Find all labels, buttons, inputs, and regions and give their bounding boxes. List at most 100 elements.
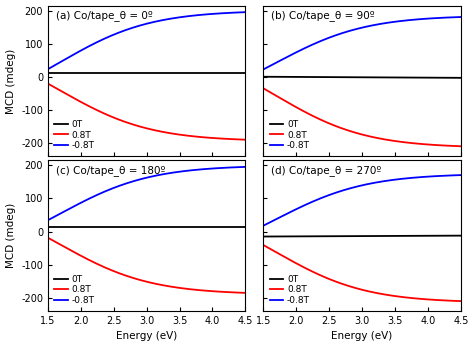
-0.8T (453, 173, 459, 177)
Line: 0.8T: 0.8T (48, 84, 245, 140)
-0.8T (242, 10, 248, 14)
0.8T (207, 136, 212, 140)
0T (139, 71, 145, 76)
-0.8T (139, 23, 145, 27)
0.8T (378, 292, 384, 296)
Y-axis label: MCD (mdeg): MCD (mdeg) (6, 203, 16, 268)
0.8T (139, 278, 145, 282)
0.8T (45, 236, 51, 240)
0.8T (453, 299, 459, 303)
0T (152, 71, 157, 76)
0.8T (378, 137, 384, 141)
-0.8T (354, 184, 360, 188)
0T (354, 234, 360, 238)
0.8T (140, 279, 146, 283)
0T (453, 76, 459, 80)
-0.8T (163, 17, 168, 22)
Line: 0.8T: 0.8T (264, 245, 461, 301)
0.8T (458, 144, 464, 148)
-0.8T (237, 10, 243, 15)
Legend: 0T, 0.8T, -0.8T: 0T, 0.8T, -0.8T (53, 118, 96, 152)
-0.8T (378, 180, 384, 184)
0T (261, 235, 266, 239)
Text: (c) Co/tape_θ = 180º: (c) Co/tape_θ = 180º (56, 165, 165, 176)
Y-axis label: MCD (mdeg): MCD (mdeg) (6, 48, 16, 113)
-0.8T (140, 23, 146, 27)
Legend: 0T, 0.8T, -0.8T: 0T, 0.8T, -0.8T (268, 273, 312, 306)
-0.8T (378, 22, 384, 26)
-0.8T (261, 223, 266, 228)
0T (422, 234, 428, 238)
0T (422, 76, 428, 80)
-0.8T (367, 24, 373, 28)
0T (242, 71, 248, 76)
-0.8T (139, 177, 145, 181)
-0.8T (45, 218, 51, 222)
0.8T (261, 243, 266, 247)
0.8T (139, 125, 145, 129)
0T (45, 225, 51, 229)
X-axis label: Energy (eV): Energy (eV) (331, 331, 393, 341)
-0.8T (458, 15, 464, 19)
0T (356, 75, 361, 79)
-0.8T (207, 12, 212, 16)
0.8T (354, 131, 360, 135)
X-axis label: Energy (eV): Energy (eV) (116, 331, 177, 341)
0T (367, 234, 373, 238)
0T (163, 225, 168, 229)
0.8T (152, 281, 157, 286)
Line: 0.8T: 0.8T (48, 238, 245, 293)
0T (45, 71, 51, 76)
0T (242, 225, 248, 229)
0.8T (453, 144, 459, 148)
-0.8T (207, 167, 212, 171)
0T (367, 75, 373, 79)
0.8T (242, 291, 248, 295)
-0.8T (422, 175, 428, 179)
0T (354, 75, 360, 79)
0T (237, 225, 243, 229)
0T (458, 234, 464, 238)
-0.8T (458, 173, 464, 177)
0.8T (237, 137, 243, 142)
0T (163, 71, 168, 76)
Line: 0T: 0T (264, 77, 461, 78)
Line: -0.8T: -0.8T (264, 175, 461, 226)
0.8T (367, 134, 373, 138)
0T (453, 234, 459, 238)
Line: 0.8T: 0.8T (264, 88, 461, 146)
0.8T (237, 291, 243, 295)
0.8T (422, 297, 428, 301)
Legend: 0T, 0.8T, -0.8T: 0T, 0.8T, -0.8T (268, 118, 312, 152)
Legend: 0T, 0.8T, -0.8T: 0T, 0.8T, -0.8T (53, 273, 96, 306)
0.8T (458, 299, 464, 303)
Text: (d) Co/tape_θ = 270º: (d) Co/tape_θ = 270º (271, 165, 382, 176)
-0.8T (261, 67, 266, 71)
0.8T (356, 287, 361, 291)
-0.8T (453, 15, 459, 19)
-0.8T (152, 20, 157, 24)
-0.8T (356, 184, 361, 188)
0.8T (152, 128, 157, 132)
0T (207, 71, 212, 76)
0T (139, 225, 145, 229)
0.8T (163, 283, 168, 288)
0T (378, 75, 384, 79)
0.8T (45, 82, 51, 86)
-0.8T (45, 67, 51, 71)
Line: -0.8T: -0.8T (48, 12, 245, 69)
0.8T (140, 125, 146, 129)
-0.8T (152, 174, 157, 178)
0T (140, 71, 146, 76)
Text: (b) Co/tape_θ = 90º: (b) Co/tape_θ = 90º (271, 10, 375, 21)
0T (237, 71, 243, 76)
0.8T (354, 286, 360, 290)
-0.8T (163, 172, 168, 176)
0T (378, 234, 384, 238)
0T (356, 234, 361, 238)
-0.8T (356, 26, 361, 31)
0T (152, 225, 157, 229)
0T (458, 76, 464, 80)
0T (261, 75, 266, 79)
-0.8T (354, 27, 360, 31)
